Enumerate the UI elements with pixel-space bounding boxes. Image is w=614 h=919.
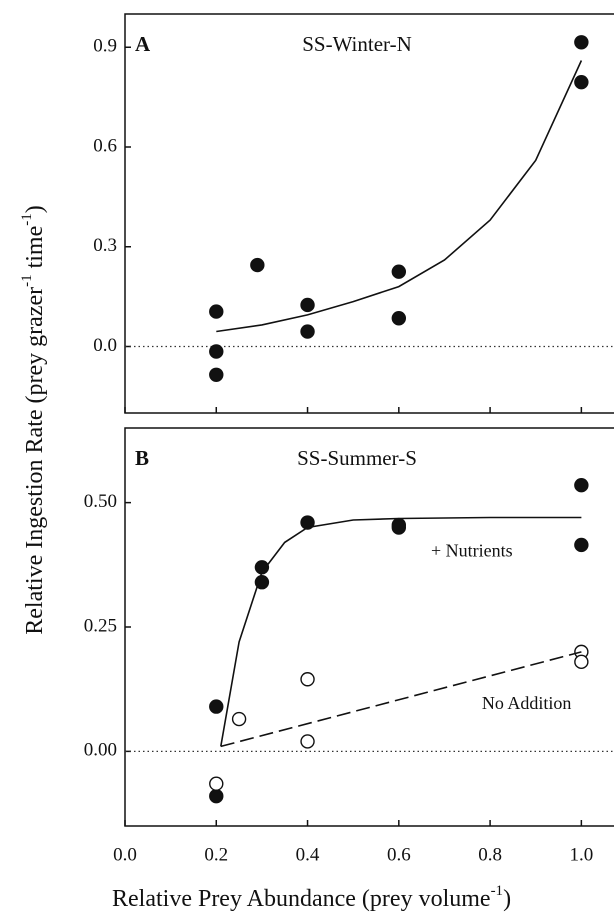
filled-point [209,788,224,804]
fit-line [216,60,583,333]
x-tick-label: 0.4 [296,844,320,865]
filled-point [209,344,224,359]
annotation: No Addition [482,693,572,713]
label-part: Relative Prey Abundance (prey volume [112,886,491,912]
filled-point [300,515,315,530]
filled-point [574,74,589,90]
x-tick-label: 1.0 [569,844,593,865]
annotation: + Nutrients [431,541,513,561]
filled-point [574,537,589,553]
y-tick-label: 0.0 [93,335,117,356]
x-axis-label: Relative Prey Abundance (prey volume-1) [112,883,511,911]
open-point [574,654,589,670]
filled-point [391,520,407,535]
filled-point [391,264,407,279]
label-part: ) [503,886,511,912]
panel-label: B [135,446,149,470]
open-point [209,776,224,791]
open-point [300,734,315,749]
y-tick-label: 0.6 [93,135,117,156]
label-part: ) [22,205,48,213]
superscript: -1 [19,274,35,287]
x-tick-label: 0.6 [387,844,411,865]
y-tick-label: 0.25 [84,615,117,636]
x-tick-label: 0.0 [113,844,137,865]
y-tick-label: 0.9 [93,36,117,57]
y-tick-label: 0.00 [84,740,117,761]
y-axis-label: Relative Ingestion Rate (prey grazer-1 t… [19,205,47,635]
plot-frame [124,13,614,414]
open-point [300,672,315,687]
filled-point [300,297,315,313]
y-tick-label: 0.3 [93,235,117,256]
open-point [231,711,247,727]
filled-point [574,478,589,493]
superscript: -1 [19,213,35,226]
plot-frame [124,427,614,827]
filled-point [300,324,315,339]
filled-point [574,35,589,50]
x-tick-label: 0.2 [204,844,228,865]
y-tick-label: 0.50 [84,491,117,512]
panel-title: SS-Winter-N [302,32,412,56]
label-part: time [22,226,48,275]
fit-line [220,516,582,747]
panel-title: SS-Summer-S [297,446,417,470]
x-tick-label: 0.8 [478,844,502,865]
filled-point [209,304,224,319]
label-part: Relative Ingestion Rate (prey grazer [22,287,48,635]
dashed-fit-line [220,651,582,748]
superscript: -1 [491,883,504,899]
filled-point [254,575,270,590]
panel-label: A [135,32,151,56]
filled-point [209,699,224,714]
filled-point [391,311,407,326]
filled-point [250,257,265,273]
filled-point [209,367,224,382]
